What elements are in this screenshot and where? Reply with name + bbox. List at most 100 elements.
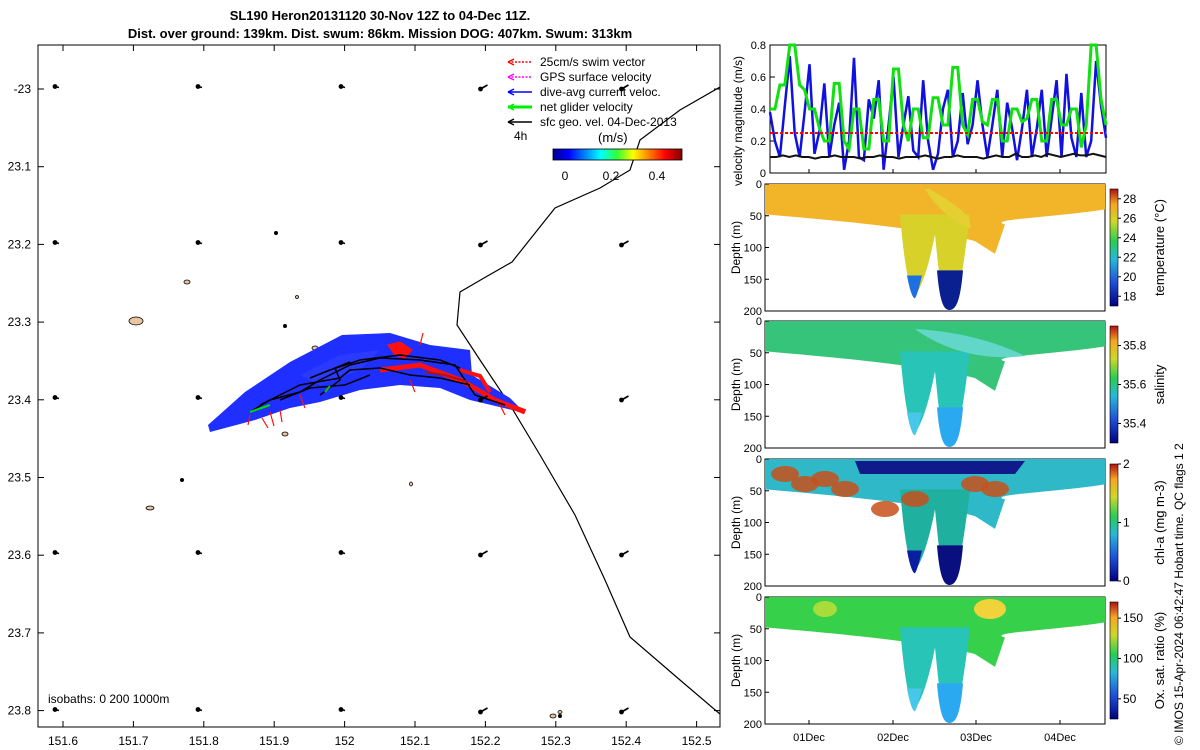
sfc-arrow-head (195, 707, 201, 712)
depth-tick-label: 50 (750, 211, 762, 223)
colorbar-axis-label: salinity (1152, 364, 1167, 404)
sfc-arrow-head (478, 397, 483, 403)
velocity-ylabel: velocity magnitude (m/s) (731, 56, 745, 186)
isobath-legend: isobaths: 0 200 1000m (48, 692, 169, 706)
sfc-arrow-head (195, 84, 201, 89)
lat-tick-label: 23.7 (8, 626, 32, 640)
depth-tick-label: 200 (744, 719, 762, 731)
colorbar-tick-label: 0 (562, 169, 569, 183)
section-high-chl-patch (831, 481, 859, 497)
colorbar-tick-label: 0.4 (649, 169, 666, 183)
depth-tick-label: 50 (750, 624, 762, 636)
lat-tick-label: 23.4 (8, 393, 32, 407)
section-trough-tip (937, 407, 963, 447)
speed-colorbar (552, 148, 683, 161)
depth-tick-label: 200 (744, 581, 762, 593)
colorbar-label: (m/s) (598, 130, 628, 145)
time-axis: 01Dec 02Dec 03Dec 04Dec (793, 169, 1076, 744)
sfc-arrow-head (619, 242, 624, 248)
section-oxy-patch (813, 601, 837, 617)
current-vector-field (208, 333, 525, 432)
depth-axis-label: Depth (m) (729, 496, 743, 549)
credit-text: © IMOS 15-Apr-2024 06:42:47 Hobart time.… (1172, 443, 1186, 745)
sfc-arrow-head (478, 709, 483, 715)
velocity-series-line (770, 43, 1108, 154)
lon-tick-label: 151.6 (48, 734, 78, 748)
velocity-tick-label: 0.2 (751, 136, 766, 148)
colorbar-tick-label: 28 (1123, 192, 1137, 206)
section-panel-temperature: 0 50 100 150 200 Depth (m) 18 20 22 24 26 28 tempera… (729, 179, 1167, 318)
section-trough-tip (907, 412, 922, 436)
section-high-oxy-patch (974, 599, 1006, 619)
colorbar-tick-label: 35.6 (1123, 378, 1147, 392)
lon-tick-label: 152 (335, 734, 355, 748)
colorbar-tick-label: 18 (1123, 289, 1137, 303)
depth-tick-label: 200 (744, 306, 762, 318)
section-colorbar (1109, 325, 1119, 444)
section-fresh-patch (915, 329, 1025, 358)
depth-tick-label: 100 (744, 243, 762, 255)
lon-tick-label: 151.7 (118, 734, 148, 748)
depth-tick-label: 200 (744, 443, 762, 455)
figure-title-line1: SL190 Heron20131120 30-Nov 12Z to 04-Dec… (229, 8, 531, 23)
legend-arrowhead (507, 118, 515, 126)
lat-tick-label: 23.8 (8, 704, 32, 718)
section-panel-salinity: 0 50 100 150 200 Depth (m) 35.4 35.6 35.8 salinit… (729, 316, 1167, 455)
sfc-arrow-head (195, 395, 201, 400)
lon-tick-label: 152.3 (541, 734, 571, 748)
net-vector-green (324, 385, 331, 393)
section-trough-tip (907, 275, 922, 299)
lat-tick-label: 23.5 (8, 471, 32, 485)
velocity-series-line (768, 56, 1108, 171)
section-panel-chla: 0 50 100 150 200 Depth (m) 0 1 2 chl-a (mg m-3) (729, 454, 1167, 593)
section-panel-oxygen: 0 50 100 150 200 Depth (m) 50 100 150 Ox. sat. ra… (729, 592, 1167, 731)
speed-colorbar-ticks: 0 0.2 0.4 (562, 169, 666, 183)
lat-tick-label: -23 (14, 82, 32, 96)
depth-tick-label: 0 (756, 592, 762, 604)
time-tick-label: 02Dec (877, 732, 909, 744)
colorbar-axis-label: chl-a (mg m-3) (1152, 480, 1167, 565)
section-high-chl-patch (811, 471, 839, 487)
velocity-tick-label: 0.6 (751, 72, 766, 84)
velocity-tick-label: 0.8 (751, 40, 766, 52)
colorbar-tick-label: 1 (1123, 516, 1130, 530)
lon-tick-label: 152.1 (400, 734, 430, 748)
depth-tick-label: 150 (744, 687, 762, 699)
section-low-chl (855, 461, 1025, 474)
figure-title-line2: Dist. over ground: 139km. Dist. swum: 86… (127, 26, 633, 41)
lon-tick-label: 152.2 (470, 734, 500, 748)
colorbar-tick-label: 0.2 (603, 169, 620, 183)
legend-label: net glider velocity (540, 100, 633, 114)
velocity-tick-label: 0 (760, 168, 766, 180)
depth-tick-label: 150 (744, 549, 762, 561)
colorbar-tick-label: 20 (1123, 270, 1137, 284)
section-trough-tip (937, 270, 963, 310)
legend-arrowhead (507, 88, 515, 96)
sfc-arrow-head (338, 240, 344, 245)
time-tick-label: 03Dec (960, 732, 992, 744)
sfc-arrow-head (338, 84, 344, 89)
sfc-arrow-head (52, 240, 58, 245)
depth-tick-label: 50 (750, 348, 762, 360)
colorbar-tick-label: 35.4 (1123, 417, 1147, 431)
sfc-arrow-head (195, 240, 201, 245)
map-ticks: 151.6 151.7 151.8 151.9 152 152.1 152.2 152.3 15… (8, 45, 720, 748)
sfc-arrow-head (478, 552, 483, 558)
depth-tick-label: 100 (744, 380, 762, 392)
depth-tick-label: 100 (744, 518, 762, 530)
depth-tick-label: 100 (744, 656, 762, 668)
sfc-arrow-head (338, 550, 344, 555)
sfc-arrow-head (619, 709, 624, 715)
section-high-chl-patch (871, 501, 899, 517)
lon-tick-label: 152.5 (682, 734, 712, 748)
glider-current-red (424, 371, 469, 383)
lon-tick-label: 151.8 (189, 734, 219, 748)
sfc-arrow-dot (557, 713, 562, 718)
section-trough-tip (907, 550, 922, 574)
sfc-arrow-head (52, 84, 58, 89)
sfc-arrow-head (338, 395, 344, 400)
section-colorbar (1109, 601, 1119, 720)
sfc-arrow-head (619, 86, 624, 92)
